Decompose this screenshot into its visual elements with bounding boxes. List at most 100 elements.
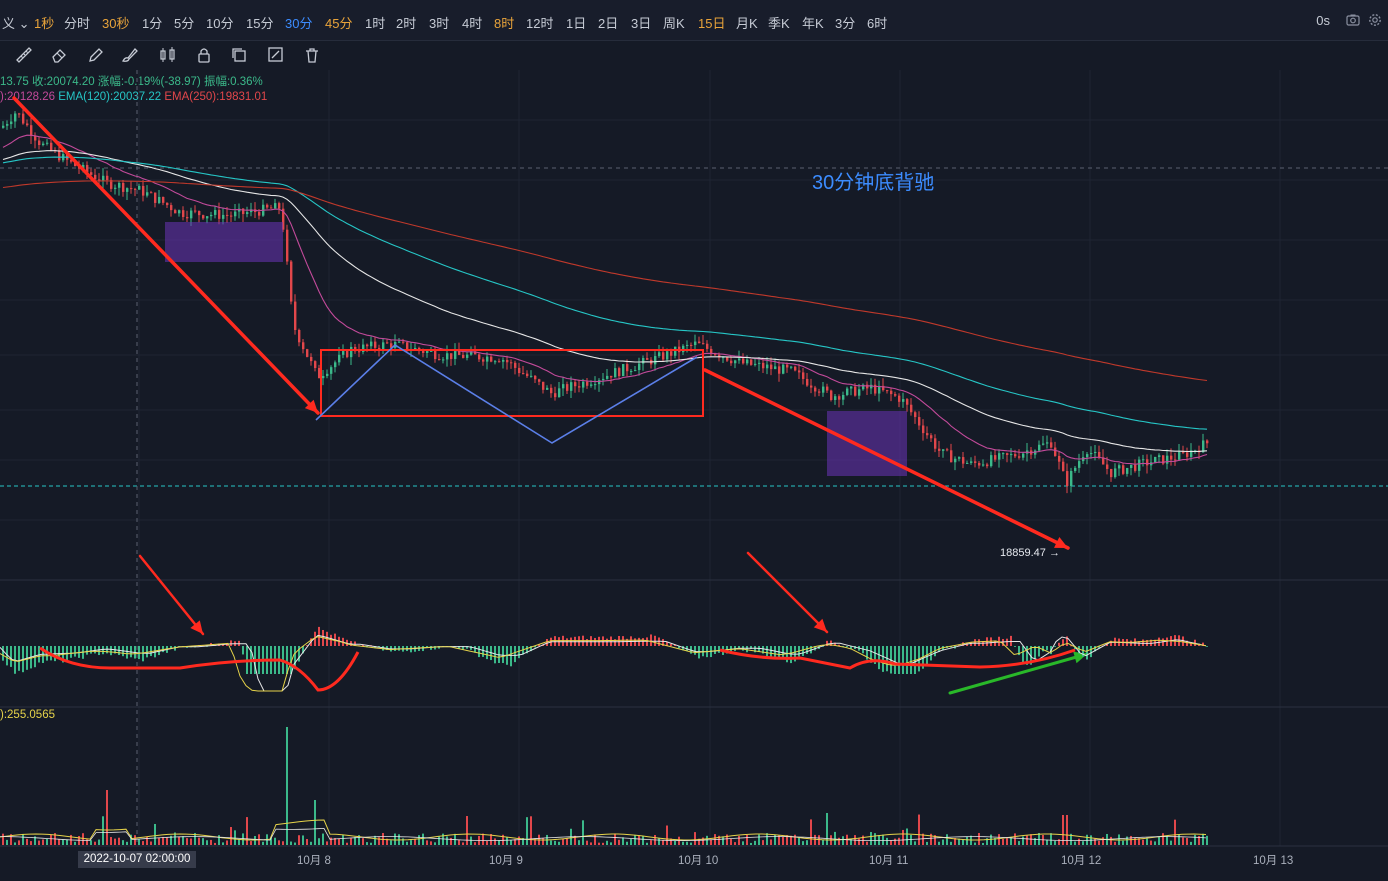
macd-bar: [778, 646, 780, 660]
volume-bar: [774, 835, 776, 845]
volume-bar: [74, 841, 76, 845]
volume-bar: [1078, 838, 1080, 845]
volume-bar: [102, 816, 104, 845]
candle-body: [734, 360, 737, 364]
candle-body: [718, 354, 721, 358]
volume-bar: [378, 837, 380, 845]
volume-bar: [634, 834, 636, 845]
gear-icon[interactable]: [1368, 13, 1382, 32]
candle-body: [978, 462, 981, 466]
amplitude-value: 振幅:0.36%: [203, 76, 263, 88]
interval-10[interactable]: 1时: [365, 16, 386, 31]
interval-20[interactable]: 15日: [698, 16, 726, 31]
trash-icon[interactable]: [302, 45, 322, 65]
interval-21[interactable]: 月K: [736, 16, 758, 31]
macd-bar: [998, 636, 1000, 646]
candle-body: [782, 364, 785, 374]
volume-bar: [38, 840, 40, 845]
interval-15[interactable]: 12时: [526, 16, 554, 31]
volume-bar: [26, 838, 28, 845]
volume-bar: [1014, 833, 1016, 845]
candle-body: [162, 196, 165, 203]
interval-13[interactable]: 4时: [462, 16, 483, 31]
interval-8[interactable]: 30分: [285, 16, 313, 31]
eraser-icon[interactable]: [49, 45, 69, 65]
brush-icon[interactable]: [120, 45, 140, 65]
interval-9[interactable]: 45分: [325, 16, 353, 31]
candle-body: [1158, 455, 1161, 457]
interval-25[interactable]: 6时: [867, 16, 888, 31]
macd-bar: [994, 640, 996, 646]
candle-body: [974, 461, 977, 463]
volume-bar: [1198, 835, 1200, 845]
macd-bar: [6, 646, 8, 666]
volume-bar: [1154, 841, 1156, 845]
volume-bar: [1006, 838, 1008, 845]
volume-bar: [878, 834, 880, 845]
volume-bar: [562, 839, 564, 845]
interval-17[interactable]: 2日: [598, 16, 619, 31]
cursor-date-label: 2022-10-07 02:00:00: [78, 851, 196, 868]
candle-body: [554, 393, 557, 398]
interval-14[interactable]: 8时: [494, 16, 515, 31]
interval-12[interactable]: 3时: [429, 16, 450, 31]
candle-body: [954, 458, 957, 463]
interval-4[interactable]: 1分: [142, 16, 163, 31]
candle-body: [1134, 464, 1137, 471]
macd-bar: [694, 646, 696, 655]
indicator-dropdown[interactable]: 义 ⌄: [2, 13, 30, 32]
interval-2[interactable]: 分时: [64, 16, 91, 31]
lock-icon[interactable]: [194, 45, 214, 65]
interval-23[interactable]: 年K: [802, 16, 824, 31]
interval-24[interactable]: 3分: [835, 16, 856, 31]
interval-16[interactable]: 1日: [566, 16, 587, 31]
ruler-icon[interactable]: [14, 45, 34, 65]
interval-18[interactable]: 3日: [631, 16, 652, 31]
macd-bar: [434, 646, 436, 650]
camera-icon[interactable]: [1346, 13, 1360, 32]
volume-bar: [526, 817, 528, 845]
interval-3[interactable]: 30秒: [102, 16, 130, 31]
volume-bar: [450, 837, 452, 845]
candle-body: [918, 417, 921, 426]
candle-body: [250, 209, 253, 213]
interval-1[interactable]: 1秒: [34, 16, 55, 31]
volume-bar: [466, 816, 468, 845]
macd-bar: [718, 646, 720, 653]
interval-5[interactable]: 5分: [174, 16, 195, 31]
copy-icon[interactable]: [229, 45, 249, 65]
candlestick-series: [2, 108, 1209, 494]
volume-bar: [298, 835, 300, 845]
candle-body: [630, 371, 633, 373]
volume-bar: [182, 836, 184, 845]
volume-bar: [446, 836, 448, 845]
interval-19[interactable]: 周K: [663, 16, 685, 31]
candle-body: [470, 351, 473, 355]
candlestick-icon[interactable]: [158, 45, 178, 65]
pencil-icon[interactable]: [86, 45, 106, 65]
volume-bar: [1030, 834, 1032, 845]
indicator-label: 义: [2, 16, 16, 31]
interval-6[interactable]: 10分: [206, 16, 234, 31]
volume-bar: [222, 842, 224, 845]
candle-body: [1018, 456, 1021, 458]
macd-bar: [1054, 646, 1056, 647]
candle-body: [510, 362, 513, 364]
interval-11[interactable]: 2时: [396, 16, 417, 31]
candle-body: [474, 351, 477, 355]
volume-bar: [458, 840, 460, 845]
interval-22[interactable]: 季K: [768, 16, 790, 31]
volume-bar: [850, 839, 852, 845]
candle-body: [838, 396, 841, 400]
macd-bar: [170, 646, 172, 650]
macd-bar: [874, 646, 876, 664]
interval-7[interactable]: 15分: [246, 16, 274, 31]
candle-body: [1166, 455, 1169, 464]
candle-body: [938, 448, 941, 451]
macd-bar: [150, 646, 152, 657]
candle-body: [946, 449, 949, 451]
candle-body: [742, 358, 745, 364]
edit-icon[interactable]: [266, 45, 286, 65]
candle-body: [442, 359, 445, 361]
